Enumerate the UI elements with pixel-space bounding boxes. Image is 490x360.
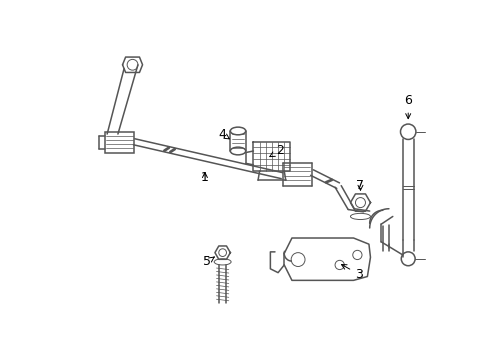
Text: 4: 4	[218, 127, 229, 140]
Text: 6: 6	[404, 94, 412, 119]
Text: 1: 1	[201, 171, 209, 184]
Text: 7: 7	[356, 179, 365, 192]
Text: 3: 3	[342, 265, 363, 281]
Text: 2: 2	[270, 144, 284, 157]
Text: 5: 5	[203, 255, 214, 268]
